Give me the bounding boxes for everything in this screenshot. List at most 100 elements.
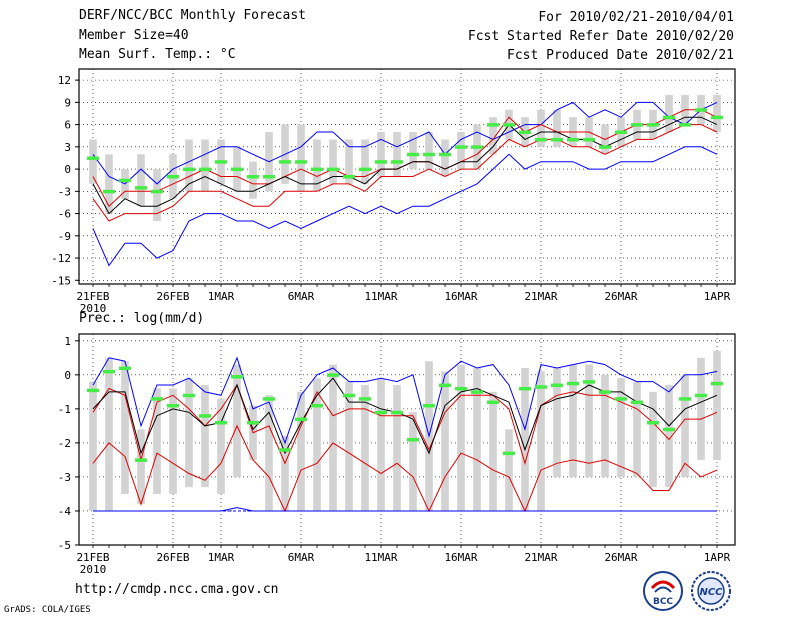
median-marker <box>407 152 419 157</box>
spread-box <box>601 374 609 477</box>
spread-box <box>665 385 673 488</box>
median-marker <box>311 167 323 172</box>
x-tick-label: 21MAR <box>524 290 557 303</box>
median-marker <box>711 115 723 120</box>
y-tick-label: -3 <box>58 471 71 484</box>
spread-box <box>393 385 401 511</box>
median-marker <box>439 383 451 388</box>
x-tick-label: 16MAR <box>444 551 477 564</box>
spread-box <box>649 391 657 488</box>
spread-box <box>345 381 353 511</box>
bcc-logo: BCC <box>643 571 683 611</box>
spread-box <box>121 361 129 494</box>
spread-box <box>297 124 305 192</box>
median-marker <box>535 385 547 389</box>
median-marker <box>519 386 531 391</box>
panel-2: -5 -4 -3 -2 -1 0 1 21FEB 26FEB 1MAR 6MAR 11MAR 16MAR… <box>58 333 736 576</box>
x-tick-label: 26MAR <box>604 551 637 564</box>
median-marker <box>295 160 307 164</box>
median-marker <box>439 152 451 157</box>
spread-box <box>361 139 369 184</box>
software-credit: GrADS: COLA/IGES <box>4 605 91 615</box>
median-marker <box>199 414 211 418</box>
spread-box <box>345 139 353 184</box>
x-tick-label: 26MAR <box>604 290 637 303</box>
panel-title-prec: Prec.: log(mm/d) <box>79 311 204 326</box>
x-tick-label: 16MAR <box>444 290 477 303</box>
spread-box <box>105 357 113 511</box>
median-marker <box>407 438 419 442</box>
x-tick-label: 21FEB <box>76 551 109 564</box>
spread-box <box>281 436 289 511</box>
spread-box <box>409 412 417 511</box>
variable-label-temp: Mean Surf. Temp.: °C <box>79 47 236 62</box>
spread-box <box>537 371 545 511</box>
median-marker <box>263 175 275 179</box>
median-marker <box>711 381 723 386</box>
spread-box <box>361 385 369 511</box>
median-marker <box>695 108 707 112</box>
y-tick-label: -6 <box>58 208 71 221</box>
spread-box <box>329 364 337 511</box>
median-marker <box>215 160 227 164</box>
spread-box <box>441 139 449 177</box>
source-url: http://cmdp.ncc.cma.gov.cn <box>75 582 279 597</box>
spread-box <box>713 94 721 133</box>
median-marker <box>423 403 435 408</box>
median-marker <box>487 123 499 127</box>
median-marker <box>567 381 579 386</box>
spread-box <box>457 132 465 170</box>
median-marker <box>199 167 211 172</box>
y-tick-label: -9 <box>58 230 71 243</box>
median-marker <box>343 175 355 179</box>
spread-box <box>521 368 529 511</box>
spread-box <box>265 395 273 511</box>
spread-box <box>489 117 497 155</box>
median-marker <box>679 123 691 127</box>
x-tick-label: 21FEB <box>76 290 109 303</box>
median-marker <box>375 160 387 164</box>
x-tick-label: 1APR <box>704 290 731 303</box>
median-marker <box>119 366 131 371</box>
median-marker <box>583 380 595 384</box>
spread-box <box>377 132 385 177</box>
spread-box <box>377 378 385 511</box>
median-marker <box>359 397 371 401</box>
x-tick-label: 1MAR <box>208 290 235 303</box>
forecast-period: For 2010/02/21-2010/04/01 <box>538 10 734 25</box>
y-tick-label: -4 <box>58 505 72 518</box>
spread-box <box>393 132 401 177</box>
median-marker <box>375 410 387 415</box>
median-marker <box>679 397 691 401</box>
median-marker <box>167 175 179 179</box>
x-tick-label: 1APR <box>704 551 731 564</box>
y-tick-label: -3 <box>58 185 71 198</box>
forecast-started: Fcst Started Refer Date 2010/02/20 <box>467 29 734 44</box>
x-tick-label: 11MAR <box>364 551 397 564</box>
y-tick-label: 6 <box>64 119 71 132</box>
spread-box <box>681 374 689 477</box>
median-marker <box>551 383 563 388</box>
median-marker <box>135 186 147 190</box>
x-tick-label: 26FEB <box>156 551 189 564</box>
spread-box <box>297 391 305 511</box>
median-marker <box>599 145 611 149</box>
y-tick-label: 0 <box>64 369 71 382</box>
spread-box <box>457 364 465 511</box>
median-marker <box>535 137 547 142</box>
spread-box <box>713 351 721 460</box>
x-tick-label: 11MAR <box>364 290 397 303</box>
x-tick-label: 26FEB <box>156 290 189 303</box>
median-marker <box>247 420 259 425</box>
spread-box <box>105 154 113 214</box>
x-year-label: 2010 <box>80 563 107 576</box>
spread-box <box>569 364 577 477</box>
spread-box <box>233 364 241 477</box>
median-marker <box>647 420 659 425</box>
median-marker <box>359 167 371 172</box>
x-tick-label: 6MAR <box>288 551 315 564</box>
spread-box <box>137 154 145 207</box>
median-marker <box>87 388 99 393</box>
spread-box <box>249 161 257 199</box>
